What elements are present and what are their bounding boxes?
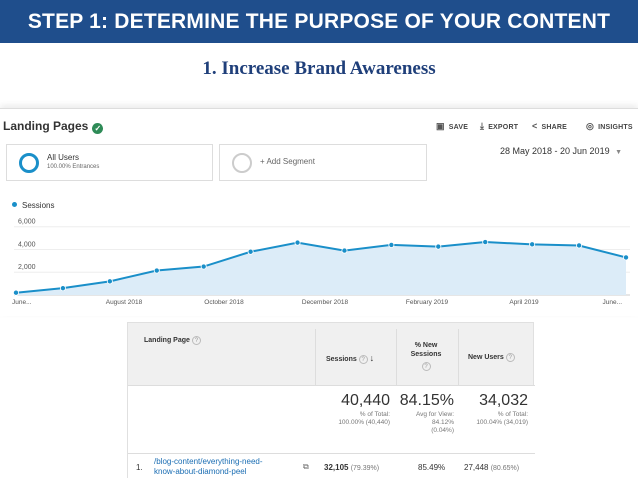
row-new-users: 27,448 (80.65%) [464,463,519,472]
data-point[interactable] [294,239,301,246]
share-label: SHARE [541,124,567,131]
y-tick-label: 2,000 [18,264,36,271]
header-sessions[interactable]: Sessions ? ↓ [326,353,374,364]
help-icon: ? [505,353,515,362]
data-point[interactable] [435,243,442,250]
legend-label: Sessions [22,201,55,210]
row-sessions-value: 32,105 [324,463,349,472]
report-title: Landing Pages ✓ [3,119,104,134]
sessions-line [15,241,627,294]
data-point[interactable] [12,289,19,296]
data-point[interactable] [529,241,536,248]
header-landing-page[interactable]: Landing Page ? [144,336,201,345]
insights-button[interactable]: ◎ INSIGHTS [586,121,633,132]
segment-label: All Users [47,153,80,162]
x-tick-label: June... [12,299,32,306]
total-new-users-sub1: % of Total: [497,411,528,418]
insights-label: INSIGHTS [598,124,633,131]
header-new-sessions[interactable]: % New Sessions? [406,341,446,371]
y-tick-label: 4,000 [18,241,36,248]
insights-icon: ◎ [586,121,595,131]
total-sessions: 40,440 [341,392,390,409]
legend-dot-icon [12,202,17,207]
total-new-sessions-sub3: (0.04%) [431,427,454,434]
sessions-chart: 6,000 4,000 2,000 June... August 2018 October… [12,219,630,306]
x-tick-label: October 2018 [204,299,244,306]
save-label: SAVE [448,124,469,131]
slide-banner: STEP 1: DETERMINE THE PURPOSE OF YOUR CO… [0,0,638,43]
data-point[interactable] [153,267,160,274]
share-icon: < [532,121,538,131]
x-tick-label: December 2018 [302,299,349,306]
total-new-sessions: 84.15% [399,392,454,409]
segment-sub: 100.00% Entrances [47,164,100,170]
export-button[interactable]: ⤓ EXPORT [480,121,518,132]
sort-arrow-icon: ↓ [369,353,375,363]
row-new-users-pct: (80.65%) [490,465,520,472]
row-new-users-value: 27,448 [464,463,489,472]
help-icon: ? [421,362,431,371]
data-point[interactable] [576,242,583,249]
data-point[interactable] [59,285,66,292]
data-point[interactable] [623,254,630,261]
chart-legend: Sessions [12,201,54,210]
row-sessions-pct: (79.39%) [350,465,380,472]
row-sessions: 32,105 (79.39%) [324,463,379,472]
help-icon: ? [358,355,368,364]
y-tick-label: 6,000 [18,219,36,226]
export-icon: ⤓ [480,121,485,131]
header-new-users-label: New Users [468,354,504,361]
copy-icon[interactable]: ⧉ [303,462,309,471]
data-point[interactable] [341,247,348,254]
x-tick-label: June... [602,299,622,306]
header-new-users[interactable]: New Users ? [468,353,515,362]
total-sessions-sub1: % of Total: [359,411,390,418]
total-new-users-sub2: 100.04% (34,019) [476,419,528,426]
total-sessions-sub2: 100.00% (40,440) [338,419,390,426]
segment-ring-icon [19,153,39,173]
analytics-panel: Landing Pages ✓ ▣ SAVE ⤓ EXPORT < SHARE ◎ INS… [0,108,638,316]
sessions-area [16,242,626,295]
data-table: Landing Page ? Sessions ? ↓ % New Sessio… [127,322,535,479]
data-point[interactable] [200,263,207,270]
x-tick-label: February 2019 [406,299,449,306]
help-icon: ? [191,336,201,345]
row-new-sessions: 85.49% [418,463,446,472]
slide-subtitle: 1. Increase Brand Awareness [202,58,436,79]
table-row: 1. /blog-content/everything-need-know-ab… [128,453,535,479]
x-tick-label: April 2019 [509,299,539,306]
verified-icon: ✓ [92,123,104,134]
data-point[interactable] [247,248,254,255]
total-new-sessions-sub1: Avg for View: [415,411,454,418]
date-range-picker[interactable]: 28 May 2018 - 20 Jun 2019 ▼ [500,146,622,156]
total-new-users: 34,032 [479,392,528,409]
landing-page-link[interactable]: /blog-content/everything-need-know-about… [154,457,263,476]
header-new-sessions-label: % New Sessions [410,342,442,358]
row-number: 1. [136,463,143,472]
data-point[interactable] [482,239,489,246]
data-point[interactable] [388,241,395,248]
segment-all-users[interactable]: All Users 100.00% Entrances [6,144,213,181]
add-segment-ring-icon [232,153,252,173]
date-range-label: 28 May 2018 - 20 Jun 2019 [500,146,610,156]
chevron-down-icon: ▼ [615,149,623,156]
total-new-sessions-sub2: 84.12% [431,419,454,426]
data-point[interactable] [106,278,113,285]
header-sessions-label: Sessions [326,356,357,363]
save-button[interactable]: ▣ SAVE [436,121,468,132]
x-tick-label: August 2018 [106,299,143,306]
banner-title: STEP 1: DETERMINE THE PURPOSE OF YOUR CO… [27,10,611,33]
add-segment-label: + Add Segment [260,157,315,166]
export-label: EXPORT [488,124,519,131]
share-button[interactable]: < SHARE [532,121,567,131]
report-title-text: Landing Pages [3,119,89,133]
add-segment-button[interactable]: + Add Segment [219,144,427,181]
header-landing-page-label: Landing Page [144,337,190,344]
save-icon: ▣ [436,121,445,131]
totals-row: 40,440 % of Total: 100.00% (40,440) 84.1… [128,385,535,453]
